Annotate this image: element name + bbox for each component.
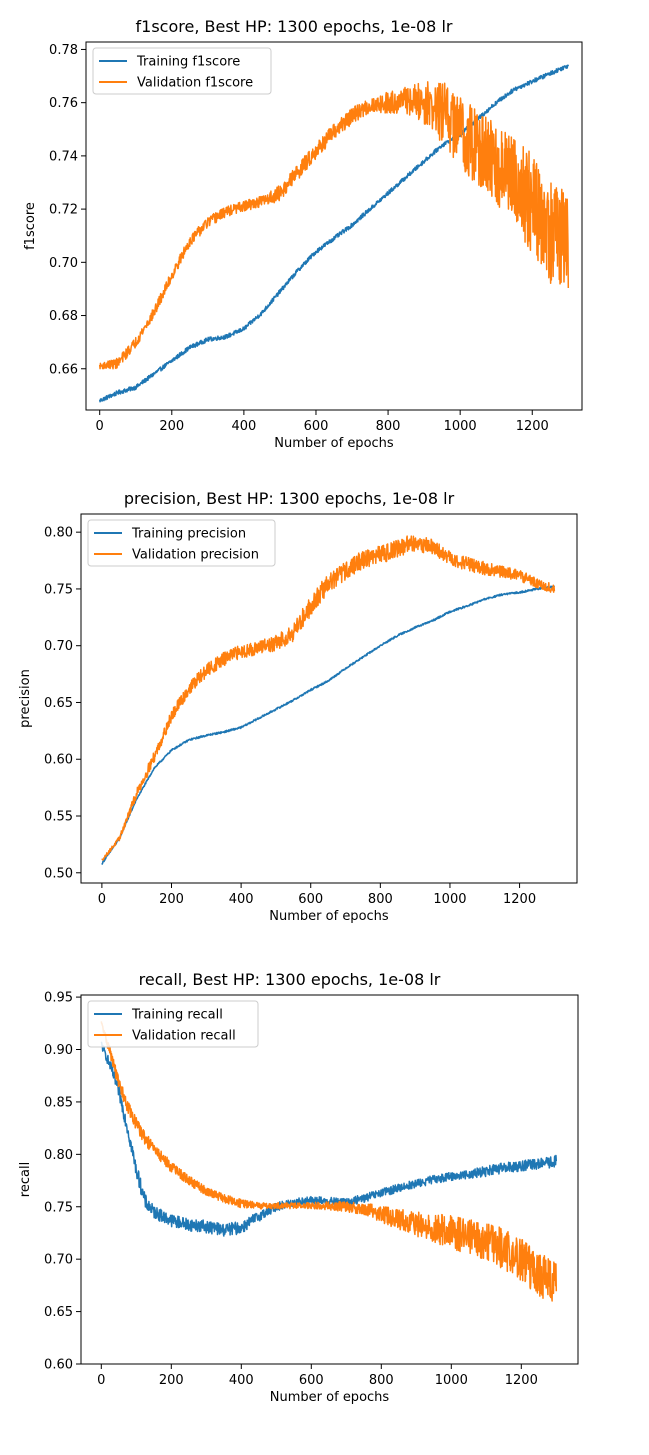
plot-frame <box>80 513 578 884</box>
chart-title: recall, Best HP: 1300 epochs, 1e-08 lr <box>139 970 441 989</box>
legend-label: Validation precision <box>132 548 259 563</box>
series-group <box>100 1021 558 1302</box>
x-tick-label: 1000 <box>444 419 477 434</box>
x-tick-label: 200 <box>159 1373 184 1388</box>
y-tick-label: 0.70 <box>44 639 73 654</box>
legend-label: Training recall <box>131 1008 223 1023</box>
y-tick-label: 0.55 <box>44 810 73 825</box>
y-tick-label: 0.65 <box>44 696 73 711</box>
y-tick-label: 0.74 <box>49 149 78 164</box>
y-tick-label: 0.66 <box>49 362 78 377</box>
series-line-training <box>98 64 570 403</box>
y-tick-label: 0.78 <box>49 43 78 58</box>
y-tick-label: 0.60 <box>44 753 73 768</box>
x-tick-label: 1200 <box>503 892 536 907</box>
x-tick-label: 1000 <box>433 892 466 907</box>
y-tick-label: 0.68 <box>49 309 78 324</box>
x-tick-label: 600 <box>299 1373 324 1388</box>
legend: Training recall Validation recall <box>87 1000 259 1048</box>
x-tick-label: 1000 <box>435 1373 468 1388</box>
y-tick-label: 0.90 <box>44 1043 73 1058</box>
x-tick-label: 200 <box>159 419 184 434</box>
x-tick-label: 600 <box>304 419 329 434</box>
y-tick-label: 0.95 <box>44 991 73 1006</box>
x-tick-label: 600 <box>298 892 323 907</box>
y-tick-label: 0.80 <box>44 1148 73 1163</box>
y-tick-label: 0.76 <box>49 96 78 111</box>
legend-label: Validation f1score <box>137 76 253 91</box>
x-tick-label: 400 <box>231 419 256 434</box>
x-axis-label: Number of epochs <box>269 909 389 924</box>
y-tick-label: 0.50 <box>44 866 73 881</box>
y-tick-label: 0.72 <box>49 203 78 218</box>
y-tick-label: 0.65 <box>44 1305 73 1320</box>
y-tick-label: 0.80 <box>44 526 73 541</box>
x-tick-label: 1200 <box>516 419 549 434</box>
chart-panel-3: recall, Best HP: 1300 epochs, 1e-08 lr 0 2… <box>18 970 579 1405</box>
chart-title: f1score, Best HP: 1300 epochs, 1e-08 lr <box>136 17 453 36</box>
chart-title: precision, Best HP: 1300 epochs, 1e-08 l… <box>124 489 455 508</box>
x-tick-label: 0 <box>98 892 106 907</box>
legend-box <box>92 47 272 95</box>
y-tick-label: 0.60 <box>44 1358 73 1373</box>
series-line-training <box>101 585 556 865</box>
x-tick-label: 800 <box>368 892 393 907</box>
y-tick-label: 0.70 <box>49 256 78 271</box>
x-tick-label: 400 <box>229 892 254 907</box>
series-line-validation <box>101 535 556 861</box>
x-tick-label: 0 <box>97 1373 105 1388</box>
series-group <box>101 535 556 865</box>
plot-frame <box>85 41 583 411</box>
y-axis-label: precision <box>18 669 33 728</box>
legend-box <box>87 1000 259 1048</box>
legend: Training f1score Validation f1score <box>92 47 272 95</box>
series-line-validation <box>100 1021 558 1302</box>
legend-label: Validation recall <box>132 1029 236 1044</box>
series-line-validation <box>98 81 570 370</box>
legend: Training precision Validation precision <box>87 519 276 567</box>
y-axis-label: recall <box>18 1162 33 1197</box>
y-tick-label: 0.85 <box>44 1095 73 1110</box>
x-axis-label: Number of epochs <box>274 436 394 451</box>
y-tick-label: 0.75 <box>44 582 73 597</box>
x-axis-label: Number of epochs <box>270 1390 390 1405</box>
x-tick-label: 200 <box>159 892 184 907</box>
x-tick-label: 400 <box>229 1373 254 1388</box>
legend-label: Training precision <box>131 527 246 542</box>
y-tick-label: 0.70 <box>44 1253 73 1268</box>
x-tick-label: 1200 <box>505 1373 538 1388</box>
x-tick-label: 800 <box>376 419 401 434</box>
legend-box <box>87 519 276 567</box>
chart-panel-1: f1score, Best HP: 1300 epochs, 1e-08 lr 0… <box>23 17 583 451</box>
x-tick-label: 800 <box>369 1373 394 1388</box>
y-axis-label: f1score <box>23 202 38 250</box>
y-tick-label: 0.75 <box>44 1200 73 1215</box>
chart-panel-2: precision, Best HP: 1300 epochs, 1e-08 l… <box>18 489 578 924</box>
plot-frame <box>80 994 579 1365</box>
series-group <box>98 64 570 403</box>
legend-label: Training f1score <box>136 55 240 70</box>
x-tick-label: 0 <box>96 419 104 434</box>
